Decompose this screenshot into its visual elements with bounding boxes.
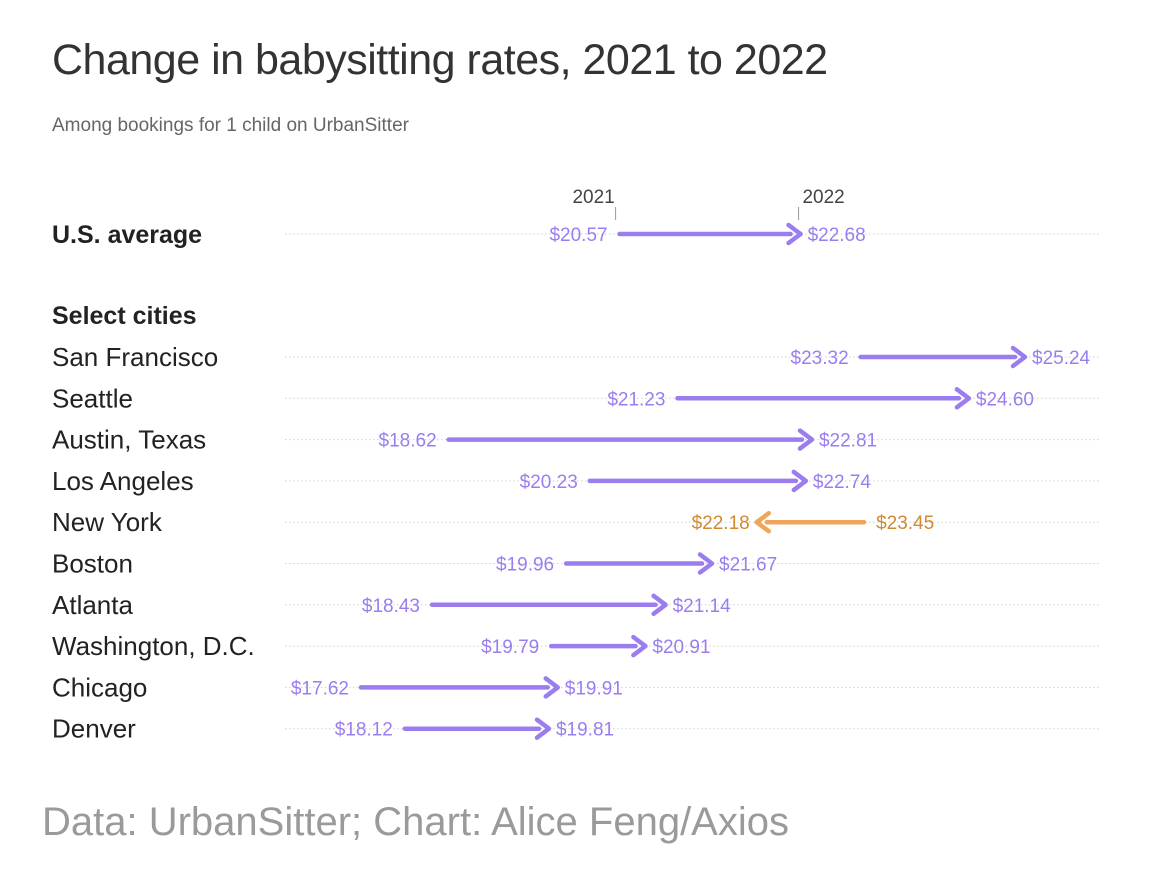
column-label-2021: 2021 xyxy=(572,187,614,208)
start-value-label: $23.32 xyxy=(791,348,849,369)
end-value-label: $21.14 xyxy=(673,596,732,617)
end-value-label: $22.81 xyxy=(819,431,877,452)
end-value-label: $25.24 xyxy=(1032,348,1091,369)
row-label: Denver xyxy=(52,714,136,744)
row-label: Boston xyxy=(52,549,133,579)
chart-title: Change in babysitting rates, 2021 to 202… xyxy=(52,36,828,84)
arrow-head xyxy=(651,593,668,617)
end-value-label: $19.81 xyxy=(556,720,614,741)
arrow-head xyxy=(786,222,803,246)
end-value-label: $20.91 xyxy=(652,637,710,658)
end-value-label: $22.68 xyxy=(808,225,866,246)
start-value-label: $17.62 xyxy=(291,678,349,699)
arrow-head xyxy=(954,387,972,410)
arrow-head xyxy=(631,634,648,658)
end-value-label: $19.91 xyxy=(565,678,623,699)
arrow-head xyxy=(1010,345,1028,369)
start-value-label: $20.23 xyxy=(520,472,578,493)
column-label-2022: 2022 xyxy=(802,187,844,208)
arrow-head xyxy=(697,552,715,575)
row-label: Austin, Texas xyxy=(52,425,206,455)
start-value-label: $23.45 xyxy=(876,513,934,534)
start-value-label: $19.79 xyxy=(481,637,539,658)
row-label: Chicago xyxy=(52,672,147,702)
arrow-head xyxy=(754,510,771,534)
row-label: San Francisco xyxy=(52,342,218,372)
source-credit: Data: UrbanSitter; Chart: Alice Feng/Axi… xyxy=(42,800,789,844)
end-value-label: $22.74 xyxy=(813,472,872,493)
row-label: Seattle xyxy=(52,383,133,413)
row-label: Washington, D.C. xyxy=(52,631,255,661)
end-value-label: $21.67 xyxy=(719,555,777,576)
end-value-label: $22.18 xyxy=(692,513,750,534)
start-value-label: $19.96 xyxy=(496,555,554,576)
arrow-head xyxy=(543,676,561,699)
end-value-label: $24.60 xyxy=(976,389,1034,410)
arrow-head xyxy=(791,469,809,493)
row-label: New York xyxy=(52,507,163,537)
section-label: Select cities xyxy=(52,302,197,330)
row-label: Los Angeles xyxy=(52,466,194,496)
arrow-head xyxy=(797,428,815,451)
start-value-label: $21.23 xyxy=(607,389,665,410)
row-label: U.S. average xyxy=(52,221,202,249)
start-value-label: $20.57 xyxy=(549,225,607,246)
chart-subtitle: Among bookings for 1 child on UrbanSitte… xyxy=(52,115,409,136)
row-label: Atlanta xyxy=(52,590,133,620)
start-value-label: $18.12 xyxy=(335,720,393,741)
start-value-label: $18.62 xyxy=(379,431,437,452)
start-value-label: $18.43 xyxy=(362,596,420,617)
arrow-head xyxy=(534,717,552,740)
